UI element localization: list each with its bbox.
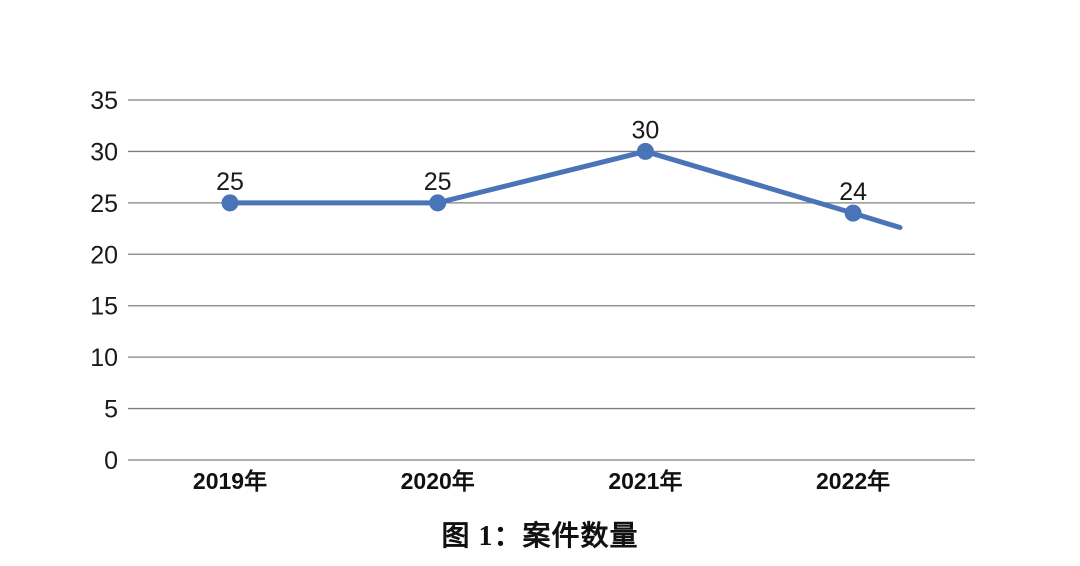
- x-category-label: 2022年: [816, 468, 890, 494]
- series-line: [227, 148, 903, 231]
- chart-caption: 图 1：案件数量: [441, 521, 639, 552]
- data-label: 25: [216, 168, 244, 196]
- data-label: 25: [424, 168, 452, 196]
- y-tick-label: 25: [90, 190, 118, 218]
- data-point-marker: [636, 142, 654, 160]
- data-point-marker: [429, 194, 447, 212]
- y-tick-label: 10: [90, 344, 118, 372]
- data-point-marker: [221, 194, 239, 212]
- y-tick-label: 5: [104, 396, 118, 424]
- line-chart: 0 5 10 15 20 25 30 35 2019年 2020年 2021年 2022年 25 25 30…: [90, 87, 975, 494]
- x-category-label: 2020年: [401, 468, 475, 494]
- y-tick-label: 35: [90, 87, 118, 115]
- y-tick-label: 20: [90, 241, 118, 269]
- y-tick-label: 30: [90, 138, 118, 166]
- data-point-marker: [844, 204, 862, 222]
- data-label: 24: [839, 178, 867, 206]
- x-category-label: 2021年: [608, 468, 682, 494]
- y-tick-label: 0: [104, 447, 118, 475]
- data-label: 30: [631, 116, 659, 144]
- y-tick-label: 15: [90, 293, 118, 321]
- x-category-label: 2019年: [193, 468, 267, 494]
